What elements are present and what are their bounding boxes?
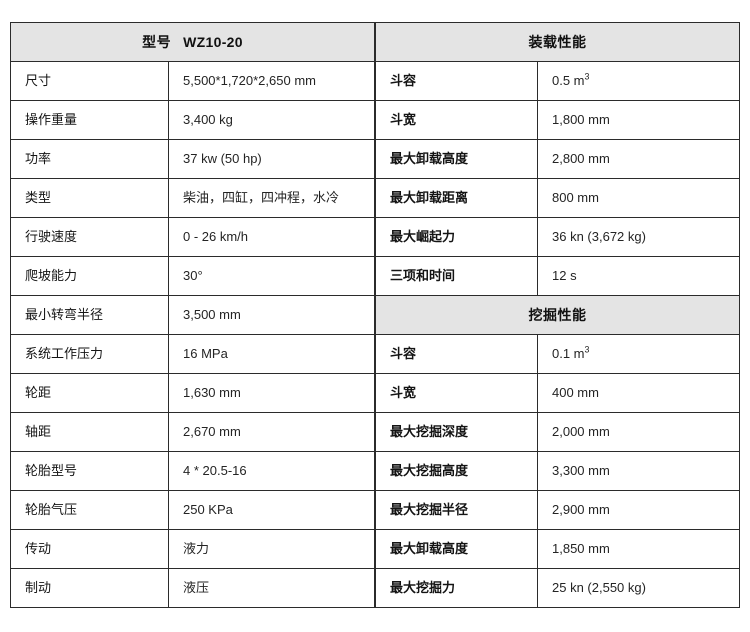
row-label: 最大卸载高度 bbox=[375, 139, 538, 179]
row-value: 柴油，四缸，四冲程，水冷 bbox=[168, 178, 375, 218]
row-label: 制动 bbox=[10, 568, 169, 608]
row-value: 1,630 mm bbox=[168, 373, 375, 413]
row-value-text: 0.5 m bbox=[552, 73, 585, 89]
row-label: 最小转弯半径 bbox=[10, 295, 169, 335]
row-value: 1,850 mm bbox=[537, 529, 740, 569]
row-value: 16 MPa bbox=[168, 334, 375, 374]
row-value: 800 mm bbox=[537, 178, 740, 218]
row-label: 最大崛起力 bbox=[375, 217, 538, 257]
table-row: 传动 液力 bbox=[10, 529, 375, 569]
table-row: 爬坡能力 30° bbox=[10, 256, 375, 296]
table-row: 行驶速度 0 - 26 km/h bbox=[10, 217, 375, 257]
excavation-performance-header-row: 挖掘性能 bbox=[375, 295, 740, 335]
unit-exponent: 3 bbox=[584, 71, 590, 82]
row-value: 30° bbox=[168, 256, 375, 296]
row-label: 类型 bbox=[10, 178, 169, 218]
row-label: 轴距 bbox=[10, 412, 169, 452]
row-label: 最大挖掘高度 bbox=[375, 451, 538, 491]
performance-specs-table: 装载性能 斗容 0.5 m3 斗宽 1,800 mm 最大卸载高度 2,800 … bbox=[375, 22, 740, 608]
model-header-row: 型号 WZ10-20 bbox=[10, 22, 375, 62]
row-value: 0 - 26 km/h bbox=[168, 217, 375, 257]
model-label: 型号 bbox=[142, 33, 172, 50]
row-label: 爬坡能力 bbox=[10, 256, 169, 296]
unit-exponent: 3 bbox=[584, 344, 590, 355]
row-label: 最大卸载高度 bbox=[375, 529, 538, 569]
row-label: 轮胎气压 bbox=[10, 490, 169, 530]
table-row: 斗容 0.1 m3 bbox=[375, 334, 740, 374]
row-value: 250 KPa bbox=[168, 490, 375, 530]
table-row: 最大挖掘半径 2,900 mm bbox=[375, 490, 740, 530]
row-value: 2,000 mm bbox=[537, 412, 740, 452]
row-label: 最大挖掘半径 bbox=[375, 490, 538, 530]
table-row: 三项和时间 12 s bbox=[375, 256, 740, 296]
table-row: 斗宽 400 mm bbox=[375, 373, 740, 413]
table-row: 功率 37 kw (50 hp) bbox=[10, 139, 375, 179]
row-value: 3,300 mm bbox=[537, 451, 740, 491]
loading-performance-header-row: 装载性能 bbox=[375, 22, 740, 62]
model-code: WZ10-20 bbox=[183, 33, 243, 50]
table-row: 斗容 0.5 m3 bbox=[375, 61, 740, 101]
row-label: 最大挖掘力 bbox=[375, 568, 538, 608]
table-row: 轮距 1,630 mm bbox=[10, 373, 375, 413]
row-label: 轮胎型号 bbox=[10, 451, 169, 491]
table-row: 系统工作压力 16 MPa bbox=[10, 334, 375, 374]
row-value-text: 0.1 m bbox=[552, 346, 585, 362]
row-label: 最大卸载距离 bbox=[375, 178, 538, 218]
row-label: 传动 bbox=[10, 529, 169, 569]
table-row: 最大挖掘力 25 kn (2,550 kg) bbox=[375, 568, 740, 608]
row-label: 最大挖掘深度 bbox=[375, 412, 538, 452]
row-label: 功率 bbox=[10, 139, 169, 179]
row-value: 2,800 mm bbox=[537, 139, 740, 179]
row-value: 0.1 m3 bbox=[537, 334, 740, 374]
table-row: 轴距 2,670 mm bbox=[10, 412, 375, 452]
loading-performance-header: 装载性能 bbox=[375, 22, 740, 62]
row-value: 2,900 mm bbox=[537, 490, 740, 530]
row-label: 斗宽 bbox=[375, 373, 538, 413]
row-value: 3,500 mm bbox=[168, 295, 375, 335]
excavation-performance-header: 挖掘性能 bbox=[375, 295, 740, 335]
right-table-body: 装载性能 斗容 0.5 m3 斗宽 1,800 mm 最大卸载高度 2,800 … bbox=[375, 22, 740, 608]
row-label: 系统工作压力 bbox=[10, 334, 169, 374]
left-table-body: 型号 WZ10-20 尺寸 5,500*1,720*2,650 mm 操作重量 3… bbox=[10, 22, 375, 608]
table-row: 最大卸载高度 1,850 mm bbox=[375, 529, 740, 569]
row-value: 0.5 m3 bbox=[537, 61, 740, 101]
table-row: 最大卸载距离 800 mm bbox=[375, 178, 740, 218]
row-label: 斗容 bbox=[375, 334, 538, 374]
row-label: 斗宽 bbox=[375, 100, 538, 140]
row-value: 4 * 20.5-16 bbox=[168, 451, 375, 491]
row-value: 25 kn (2,550 kg) bbox=[537, 568, 740, 608]
row-value: 液压 bbox=[168, 568, 375, 608]
machine-specs-table: 型号 WZ10-20 尺寸 5,500*1,720*2,650 mm 操作重量 3… bbox=[10, 22, 375, 608]
table-row: 尺寸 5,500*1,720*2,650 mm bbox=[10, 61, 375, 101]
row-value: 400 mm bbox=[537, 373, 740, 413]
row-value: 3,400 kg bbox=[168, 100, 375, 140]
table-row: 最小转弯半径 3,500 mm bbox=[10, 295, 375, 335]
row-value: 液力 bbox=[168, 529, 375, 569]
table-row: 最大卸载高度 2,800 mm bbox=[375, 139, 740, 179]
table-row: 操作重量 3,400 kg bbox=[10, 100, 375, 140]
row-label: 斗容 bbox=[375, 61, 538, 101]
table-row: 轮胎气压 250 KPa bbox=[10, 490, 375, 530]
table-row: 最大挖掘高度 3,300 mm bbox=[375, 451, 740, 491]
row-label: 轮距 bbox=[10, 373, 169, 413]
row-label: 行驶速度 bbox=[10, 217, 169, 257]
row-label: 尺寸 bbox=[10, 61, 169, 101]
row-value: 1,800 mm bbox=[537, 100, 740, 140]
row-label: 操作重量 bbox=[10, 100, 169, 140]
row-value: 36 kn (3,672 kg) bbox=[537, 217, 740, 257]
row-value: 2,670 mm bbox=[168, 412, 375, 452]
table-row: 最大崛起力 36 kn (3,672 kg) bbox=[375, 217, 740, 257]
table-row: 最大挖掘深度 2,000 mm bbox=[375, 412, 740, 452]
row-label: 三项和时间 bbox=[375, 256, 538, 296]
row-value: 12 s bbox=[537, 256, 740, 296]
row-value: 37 kw (50 hp) bbox=[168, 139, 375, 179]
table-row: 斗宽 1,800 mm bbox=[375, 100, 740, 140]
row-value: 5,500*1,720*2,650 mm bbox=[168, 61, 375, 101]
table-row: 轮胎型号 4 * 20.5-16 bbox=[10, 451, 375, 491]
table-row: 制动 液压 bbox=[10, 568, 375, 608]
table-row: 类型 柴油，四缸，四冲程，水冷 bbox=[10, 178, 375, 218]
model-header-cell: 型号 WZ10-20 bbox=[10, 22, 375, 62]
